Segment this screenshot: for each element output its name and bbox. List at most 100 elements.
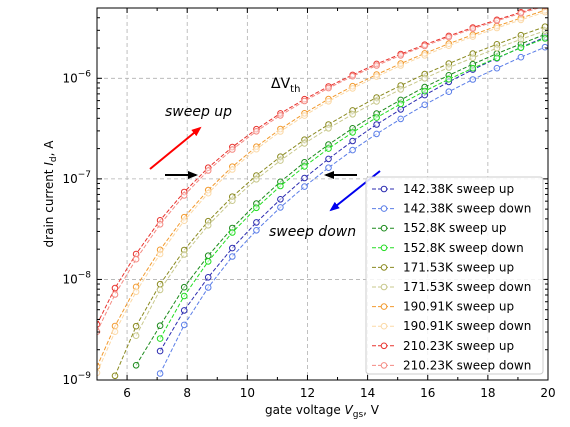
data-point (156, 286, 164, 294)
data-point (493, 44, 501, 52)
data-point (421, 52, 429, 59)
data-point (253, 204, 260, 212)
legend-label: 171.53K sweep up (403, 260, 514, 274)
legend-label: 142.38K sweep up (403, 182, 514, 196)
y-tick-base: 10 (62, 272, 77, 286)
legend-label: 190.91K sweep up (403, 300, 514, 314)
legend-marker (380, 322, 388, 330)
series-line (97, 8, 541, 332)
data-point (325, 98, 332, 105)
data-point (493, 64, 501, 72)
data-point (397, 115, 405, 123)
data-point (543, 8, 547, 9)
y-tick-base: 10 (62, 71, 77, 85)
y-tick-label: 10−8 (62, 270, 91, 286)
data-point (180, 321, 188, 329)
x-tick-label: 12 (300, 386, 315, 400)
data-point (421, 42, 429, 50)
x-tick-label: 8 (183, 386, 191, 400)
x-tick-label: 20 (540, 386, 555, 400)
data-point (132, 288, 140, 296)
data-point (325, 164, 332, 171)
series-1 (156, 43, 548, 377)
legend-marker (380, 303, 388, 310)
data-point (421, 75, 429, 82)
data-point (445, 42, 453, 50)
x-tick-label: 10 (240, 386, 255, 400)
data-point (132, 332, 140, 340)
legend-marker (380, 264, 388, 271)
legend-marker (380, 283, 388, 291)
data-point (111, 284, 119, 292)
legend-item: 190.91K sweep down (372, 319, 531, 333)
data-point (253, 145, 260, 153)
legend-marker (380, 205, 388, 212)
data-point (253, 219, 260, 226)
data-point (301, 163, 308, 170)
legend-item: 142.38K sweep down (372, 202, 531, 216)
data-point (97, 369, 101, 377)
data-point (156, 370, 164, 377)
data-point (517, 53, 525, 61)
data-point (349, 111, 356, 118)
series-line (97, 8, 538, 325)
legend-marker (380, 244, 388, 252)
legend-item: 152.8K sweep down (372, 241, 524, 255)
data-point (349, 146, 356, 154)
data-point (301, 112, 308, 119)
legend-marker (380, 342, 388, 350)
data-point (445, 75, 453, 83)
data-point (204, 274, 212, 281)
data-point (373, 98, 380, 105)
data-point (301, 140, 308, 147)
data-point (204, 189, 212, 197)
data-point (421, 87, 429, 95)
data-point (373, 130, 380, 138)
data-point (517, 36, 525, 43)
legend-label: 171.53K sweep down (403, 280, 531, 294)
data-point (229, 253, 236, 260)
data-point (156, 250, 164, 258)
y-tick-exponent: −8 (78, 270, 92, 280)
y-axis-title: drain current Id, A (42, 140, 59, 248)
data-point (517, 44, 525, 52)
data-point (469, 25, 477, 33)
y-tick-base: 10 (62, 373, 77, 387)
data-point (156, 347, 164, 355)
data-point (373, 62, 380, 69)
legend-marker (380, 362, 388, 369)
data-point (111, 372, 119, 380)
data-point (229, 197, 236, 204)
series-7 (97, 8, 548, 377)
data-point (204, 252, 212, 259)
annotation-delta-vth: ΔVth (271, 76, 300, 95)
data-point (111, 291, 119, 298)
annotations: sweep up sweep down ΔVth (149, 76, 381, 240)
data-point (253, 176, 260, 183)
legend-item: 152.8K sweep up (372, 221, 507, 235)
data-point (229, 166, 236, 173)
legend-item: 171.53K sweep down (372, 280, 531, 294)
data-point (397, 52, 405, 59)
data-point (469, 76, 477, 83)
legend-item: 210.23K sweep up (372, 339, 514, 353)
data-point (397, 86, 405, 93)
data-point (469, 33, 477, 40)
data-point (180, 307, 188, 314)
data-point (445, 33, 453, 41)
data-point (229, 229, 236, 236)
data-point (469, 54, 477, 62)
legend-label: 210.23K sweep up (403, 339, 514, 353)
data-point (277, 182, 284, 190)
data-point (325, 84, 332, 92)
data-point (277, 204, 284, 211)
y-tick-base: 10 (62, 172, 77, 186)
sweep-up-arrow (149, 126, 202, 170)
series-line (135, 30, 546, 336)
data-point (156, 322, 164, 330)
data-point (156, 335, 164, 342)
data-point (97, 321, 101, 328)
series-line (135, 33, 546, 366)
x-tick-label: 16 (420, 386, 435, 400)
